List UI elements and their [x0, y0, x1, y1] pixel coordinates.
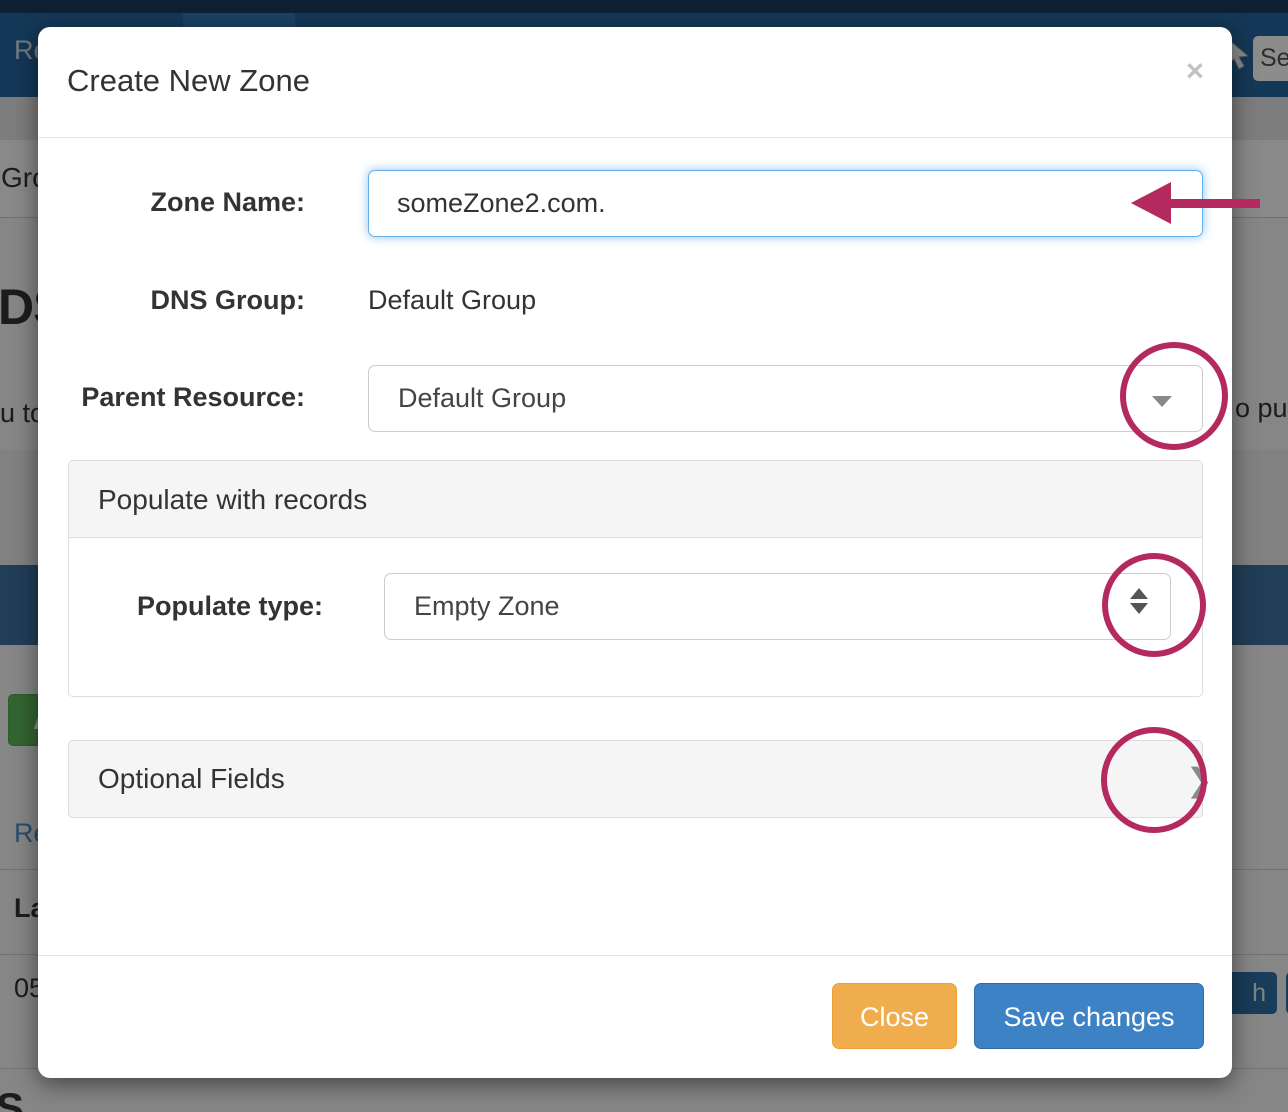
populate-panel-title: Populate with records [69, 461, 1202, 538]
optional-fields-panel[interactable]: Optional Fields ❯ [68, 740, 1213, 818]
optional-fields-title: Optional Fields [98, 763, 285, 794]
save-changes-button[interactable]: Save changes [974, 983, 1204, 1049]
close-icon[interactable]: × [1185, 53, 1204, 88]
intro-text-left: u to [0, 398, 46, 428]
select-updown-icon [1130, 588, 1148, 614]
close-button[interactable]: Close [832, 983, 957, 1049]
dialog-title: Create New Zone [67, 63, 310, 98]
delete-button[interactable]: D [1286, 972, 1288, 1014]
populate-panel: Populate with records Populate type: Emp… [68, 460, 1203, 697]
zone-name-input[interactable] [368, 170, 1203, 237]
header-divider [38, 137, 1232, 138]
populate-type-label: Populate type: [136, 591, 323, 621]
populate-type-value: Empty Zone [414, 591, 560, 621]
zone-name-label: Zone Name: [150, 187, 305, 217]
chevron-right-icon[interactable]: ❯ [1186, 762, 1213, 798]
dns-group-label: DNS Group: [150, 285, 306, 315]
chevron-down-icon [1152, 396, 1172, 407]
intro-text-right: o pu [1235, 393, 1288, 423]
parent-resource-value: Default Group [398, 383, 567, 413]
top-system-bar [0, 0, 1288, 13]
footer-divider [38, 955, 1232, 956]
parent-resource-select[interactable]: Default Group [368, 365, 1203, 432]
create-new-zone-dialog: Create New Zone × Zone Name: DNS Group: … [38, 27, 1232, 1078]
bottom-section-heading: S [0, 1084, 25, 1112]
parent-resource-label: Parent Resource: [81, 382, 305, 412]
dns-group-value: Default Group [368, 285, 537, 315]
search-input[interactable]: Sea [1253, 36, 1288, 81]
populate-type-select[interactable]: Empty Zone [384, 573, 1171, 640]
